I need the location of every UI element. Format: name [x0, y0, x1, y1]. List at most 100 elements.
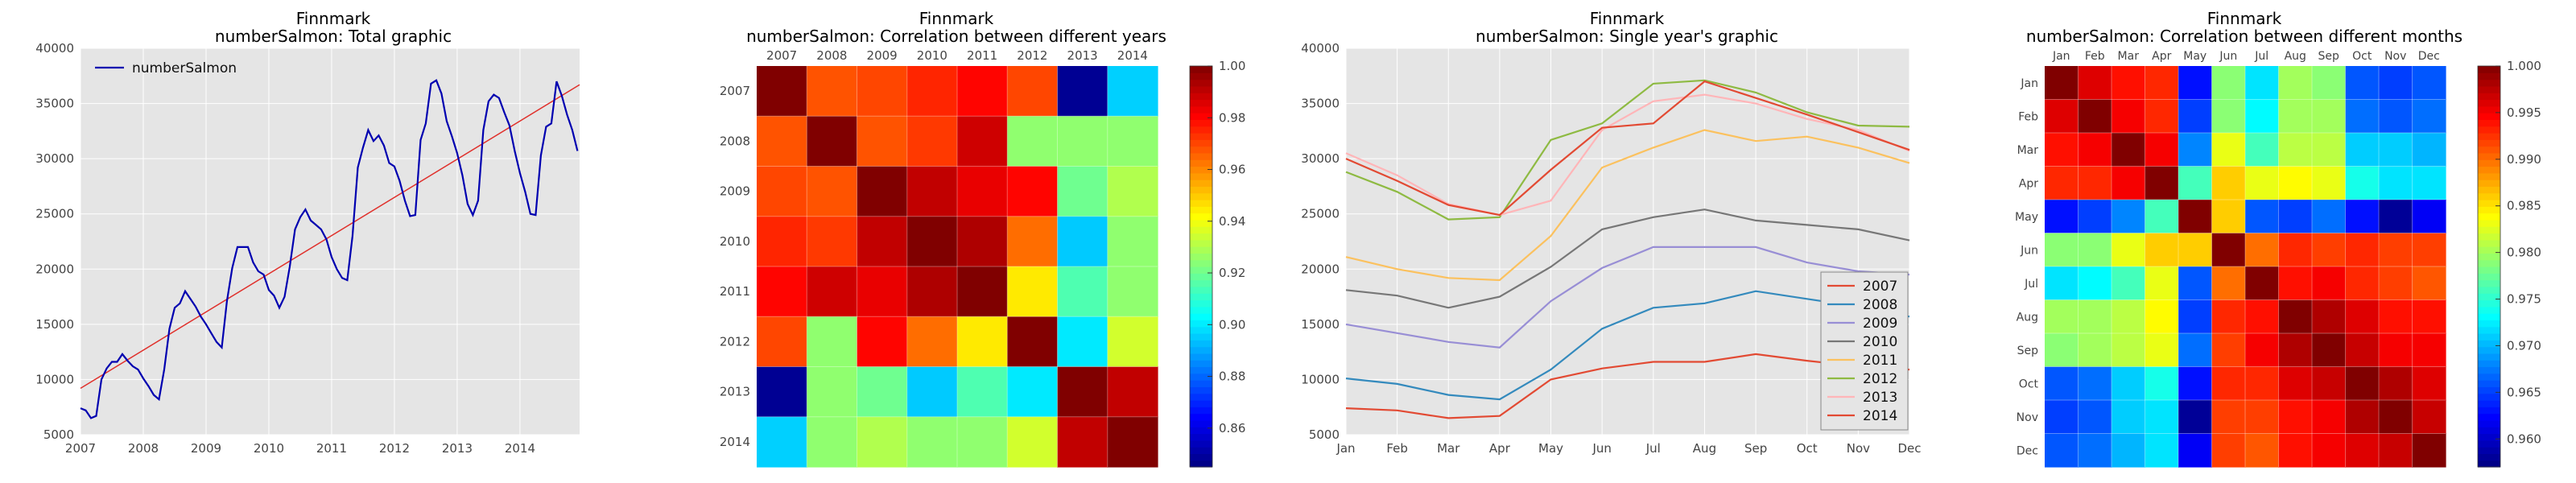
y-tick-label: 35000 [35, 97, 74, 111]
heatmap-cell [1107, 316, 1158, 368]
colorbar-segment [2478, 213, 2500, 221]
heatmap-cell [2245, 233, 2280, 267]
heatmap-cell [1057, 316, 1108, 368]
heatmap-cell [1007, 166, 1059, 217]
heatmap-cell [2178, 299, 2213, 334]
colorbar-segment [2478, 105, 2500, 114]
heatmap-cell [2412, 299, 2446, 334]
colorbar-segment [2478, 259, 2500, 267]
heatmap-cell [2145, 433, 2179, 468]
x-tick-label: 2010 [254, 441, 284, 456]
heatmap-cell [2078, 233, 2112, 267]
x-tick-label: Jun [2219, 50, 2237, 63]
colorbar-segment [1190, 279, 1212, 287]
heatmap-cell [2211, 66, 2246, 101]
y-tick-label: 15000 [1301, 317, 1340, 332]
trend-line [80, 84, 580, 390]
colorbar-segment [2478, 133, 2500, 140]
heatmap-cell [2412, 133, 2446, 167]
plot-area [1346, 48, 1909, 435]
heatmap-cell [957, 316, 1008, 368]
heatmap-cell [757, 116, 807, 167]
heatmap-cell [2278, 400, 2313, 435]
colorbar-segment [1190, 233, 1212, 241]
heatmap-cell [1107, 366, 1158, 418]
heatmap-cell [857, 266, 908, 317]
colorbar-segment [2478, 186, 2500, 194]
y-tick-label: 2008 [720, 134, 750, 148]
legend-label: 2013 [1863, 390, 1897, 406]
heatmap-cell [2412, 166, 2446, 200]
chart-title: Finnmark [919, 9, 994, 28]
heatmap-cell [2078, 400, 2112, 435]
heatmap-cell [807, 416, 858, 468]
heatmap-cell [906, 216, 958, 267]
heatmap-cell [2145, 366, 2179, 401]
heatmap-cell [2178, 233, 2213, 267]
heatmap-cell [2178, 400, 2213, 435]
heatmap-cell [2178, 366, 2213, 401]
y-tick-label: 25000 [35, 207, 74, 221]
heatmap-cell [2312, 133, 2347, 167]
x-tick-label: 2008 [816, 48, 847, 63]
x-tick-label: 2011 [316, 441, 347, 456]
heatmap-cell [2078, 66, 2112, 101]
heatmap-cell [2312, 366, 2347, 401]
heatmap-cell [2045, 233, 2079, 267]
heatmap-cell [2278, 166, 2313, 200]
colorbar-segment [1190, 273, 1212, 281]
heatmap-cell [2145, 66, 2179, 101]
y-tick-label: Feb [2018, 110, 2038, 123]
colorbar-segment [2478, 219, 2500, 227]
y-tick-label: Jan [2020, 77, 2038, 90]
colorbar-segment [1190, 299, 1212, 308]
heatmap-cell [2278, 333, 2313, 368]
heatmap-cell [2345, 99, 2380, 134]
heatmap-cell [1107, 116, 1158, 167]
colorbar-segment [1190, 126, 1212, 134]
heatmap-cell [807, 116, 858, 167]
heatmap-cell [2211, 400, 2246, 435]
heatmap-cell [2245, 299, 2280, 334]
heatmap-cell [2278, 233, 2313, 267]
colorbar-segment [2478, 126, 2500, 134]
heatmap-cell [757, 266, 807, 317]
colorbar-segment [1190, 393, 1212, 401]
heatmap-cell [1057, 116, 1108, 167]
colorbar-tick-label: 0.88 [1219, 369, 1245, 384]
colorbar-segment [1190, 219, 1212, 227]
legend-label: 2010 [1863, 334, 1897, 350]
heatmap-cell [2345, 166, 2380, 200]
heatmap-cell [2245, 333, 2280, 368]
colorbar-segment [1190, 320, 1212, 328]
legend-label: numberSalmon [132, 60, 237, 76]
colorbar-segment [2478, 333, 2500, 341]
heatmap-cell [2112, 66, 2146, 101]
heatmap-cell [807, 66, 858, 117]
heatmap-cell [757, 316, 807, 368]
heatmap-cell [2245, 200, 2280, 234]
heatmap-cell [1057, 166, 1108, 217]
heatmap-cell [2412, 200, 2446, 234]
colorbar-segment [2478, 427, 2500, 435]
colorbar-segment [2478, 253, 2500, 261]
heatmap-cell [857, 166, 908, 217]
series-line-2013 [1345, 93, 1910, 217]
colorbar-tick-label: 0.96 [1219, 163, 1245, 177]
heatmap-cell [2078, 133, 2112, 167]
y-tick-label: Jul [2024, 278, 2038, 291]
heatmap-cell [2245, 400, 2280, 435]
heatmap-cell [2412, 99, 2446, 134]
heatmap-cell [2278, 133, 2313, 167]
heatmap-cell [2211, 166, 2246, 200]
x-tick-label: Dec [1897, 441, 1921, 456]
y-tick-label: 25000 [1301, 207, 1340, 221]
colorbar-segment [1190, 306, 1212, 314]
colorbar-segment [1190, 119, 1212, 127]
heatmap-cell [757, 166, 807, 217]
colorbar-segment [2478, 239, 2500, 247]
x-tick-label: Sep [1744, 441, 1767, 456]
colorbar-segment [1190, 146, 1212, 154]
heatmap-cell [2145, 333, 2179, 368]
legend-label: 2008 [1863, 297, 1897, 313]
